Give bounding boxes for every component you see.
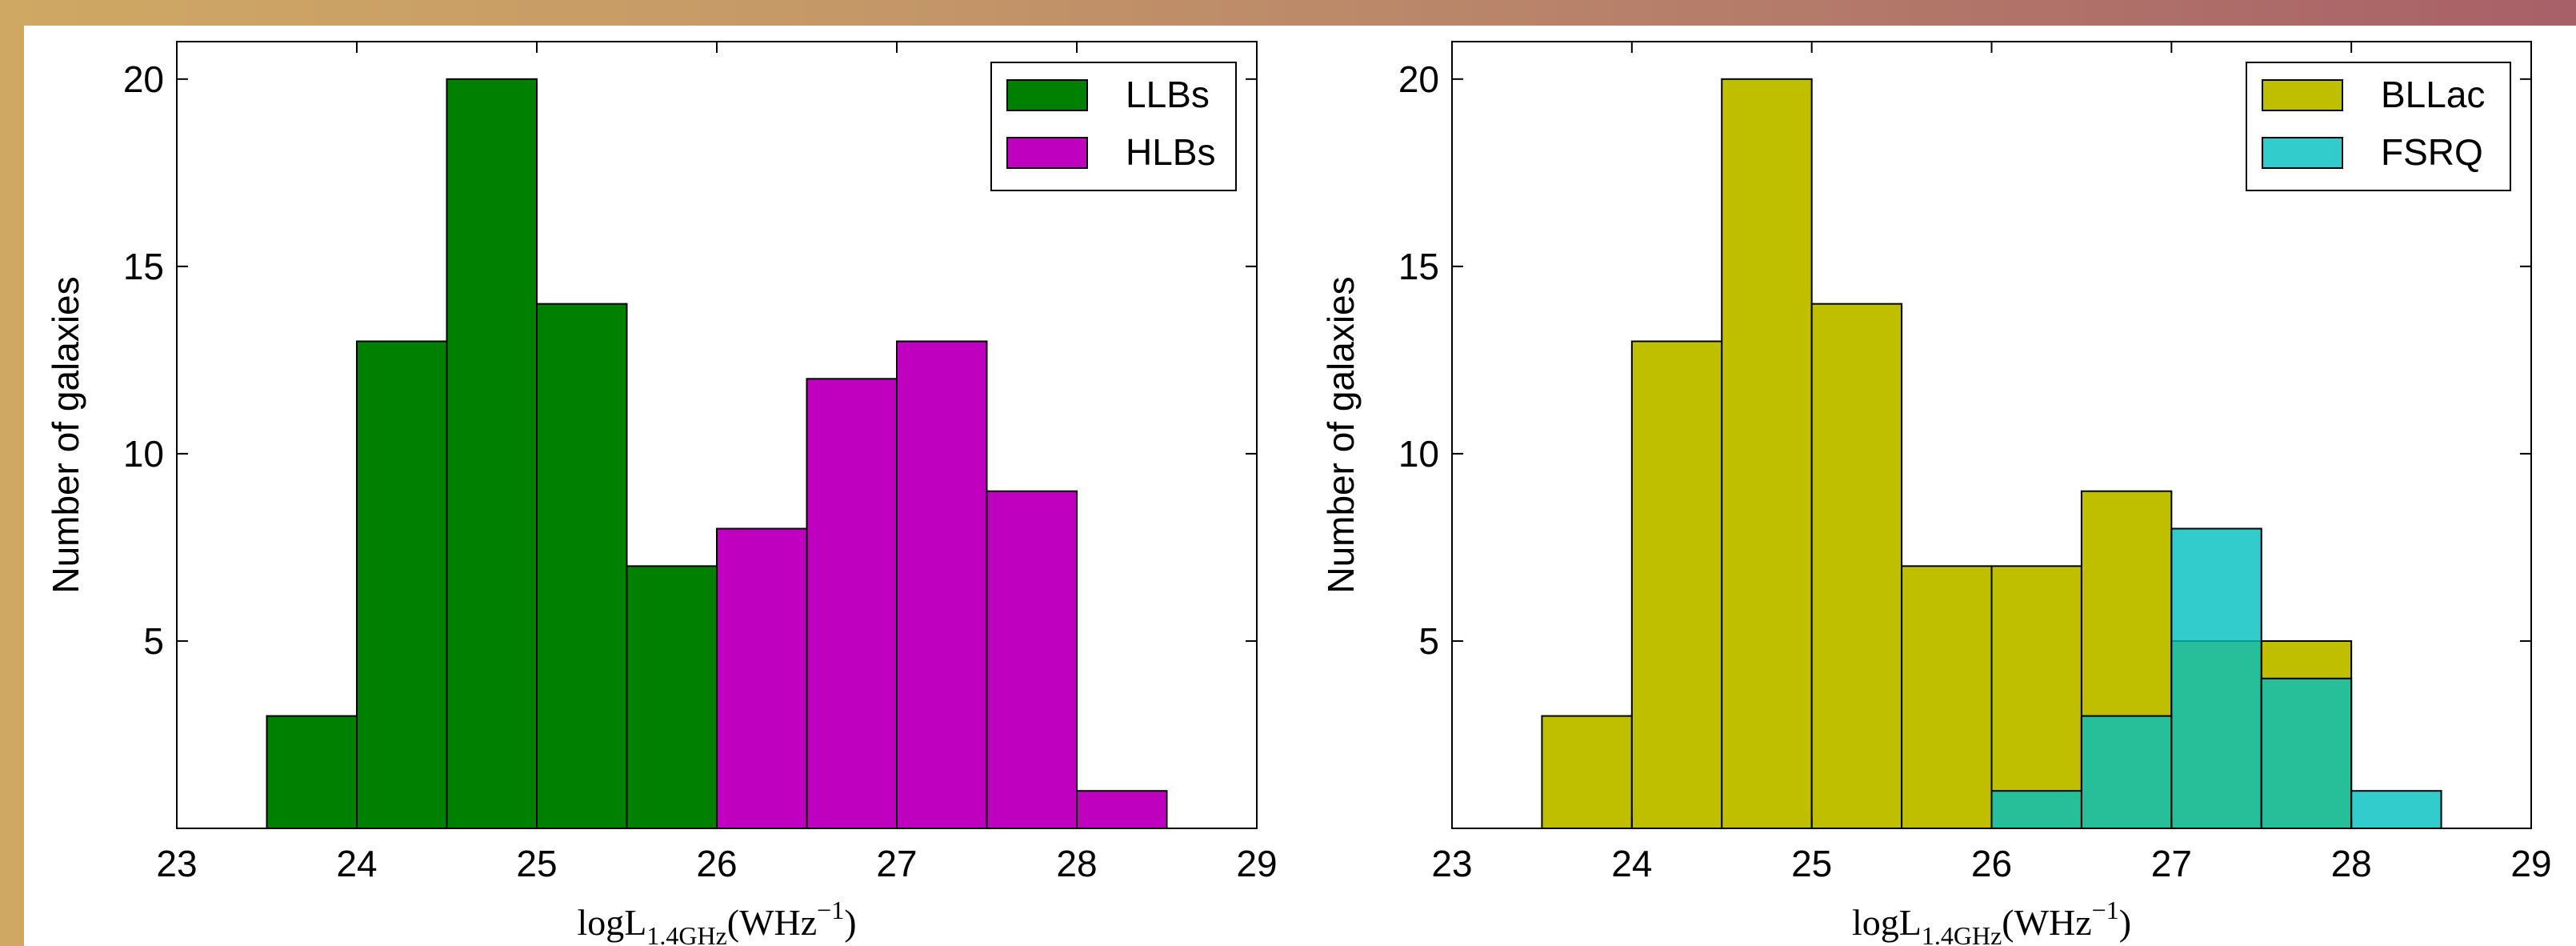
- legend-label-hlbs: HLBs: [1126, 131, 1215, 173]
- bar-llbs-24.5: [446, 78, 538, 830]
- series-hlbs: [716, 340, 1168, 830]
- legend: LLBs HLBs: [990, 62, 1237, 191]
- y-tick-label: 20: [1398, 58, 1439, 100]
- x-tick-label: 28: [2331, 843, 2372, 884]
- bar-llbs-25.5: [626, 565, 718, 829]
- x-axis-label: logL1.4GHz(WHz−1): [1852, 896, 2131, 946]
- legend-label-fsrq: FSRQ: [2381, 131, 2483, 173]
- y-tick-label: 10: [123, 433, 164, 475]
- x-axis-label: logL1.4GHz(WHz−1): [577, 896, 856, 946]
- x-tick-label: 25: [1791, 843, 1832, 884]
- x-tick-label: 26: [696, 843, 737, 884]
- legend-label-bllac: BLLac: [2381, 74, 2485, 115]
- series-fsrq: [1990, 527, 2442, 830]
- legend: BLLac FSRQ: [2246, 62, 2511, 191]
- y-axis-label: Number of galaxies: [45, 276, 86, 593]
- bar-hlbs-26.5: [806, 378, 898, 829]
- bar-bllac-26: [1990, 565, 2082, 829]
- x-tick-label: 24: [336, 843, 377, 884]
- y-tick-label: 15: [1398, 246, 1439, 287]
- bar-bllac-23.5: [1541, 715, 1633, 829]
- x-tick-label: 28: [1056, 843, 1097, 884]
- x-tick-label: 23: [156, 843, 197, 884]
- x-tick-label: 29: [2510, 843, 2551, 884]
- bar-fsrq-28: [2350, 790, 2442, 830]
- histogram-bllac-fsrq: 23 24 25 26 27 28 29 5 10 15 20 Number of galaxies l…: [1320, 41, 2552, 946]
- x-tick-label: 29: [1236, 843, 1277, 884]
- legend-swatch-llbs: [1006, 79, 1088, 111]
- x-tick-label: 27: [876, 843, 917, 884]
- series-llbs: [266, 78, 718, 830]
- bar-fsrq-26.5: [2080, 715, 2173, 829]
- legend-label-llbs: LLBs: [1126, 74, 1210, 115]
- bar-bllac-25: [1810, 303, 1903, 829]
- histogram-llbs-hlbs: 23 24 25 26 27 28 29 5 10 15 20 Number of galaxies l…: [45, 41, 1278, 946]
- x-tick-label: 27: [2151, 843, 2192, 884]
- bar-fsrq-26: [1990, 790, 2082, 830]
- bar-llbs-24: [356, 340, 448, 829]
- bar-fsrq-27.5: [2260, 677, 2353, 829]
- bar-llbs-23.5: [266, 715, 358, 829]
- chart-panel-left: 23 24 25 26 27 28 29 5 10 15 20 Number of galaxies l…: [24, 26, 1294, 946]
- bar-bllac-24.5: [1721, 78, 1813, 830]
- bar-llbs-25: [536, 303, 628, 829]
- legend-swatch-fsrq: [2262, 137, 2343, 169]
- bar-hlbs-27: [896, 340, 988, 829]
- y-tick-label: 15: [123, 246, 164, 287]
- legend-swatch-hlbs: [1006, 137, 1088, 169]
- y-axis-label: Number of galaxies: [1320, 276, 1362, 593]
- x-tick-label: 25: [516, 843, 557, 884]
- bar-hlbs-27.5: [986, 490, 1078, 829]
- bar-bllac-25.5: [1901, 565, 1993, 829]
- x-tick-label: 26: [1971, 843, 2012, 884]
- x-tick-label: 23: [1431, 843, 1472, 884]
- bar-hlbs-26: [716, 527, 808, 829]
- y-tick-label: 5: [1418, 620, 1439, 662]
- legend-swatch-bllac: [2262, 79, 2343, 111]
- chart-panel-right: 23 24 25 26 27 28 29 5 10 15 20 Number of galaxies l…: [1293, 26, 2576, 946]
- bar-bllac-24: [1630, 340, 1723, 829]
- y-tick-label: 20: [123, 58, 164, 100]
- y-tick-label: 10: [1398, 433, 1439, 475]
- y-tick-label: 5: [143, 620, 164, 662]
- bar-hlbs-28: [1076, 790, 1168, 830]
- bar-fsrq-27: [2170, 527, 2262, 829]
- x-tick-label: 24: [1611, 843, 1652, 884]
